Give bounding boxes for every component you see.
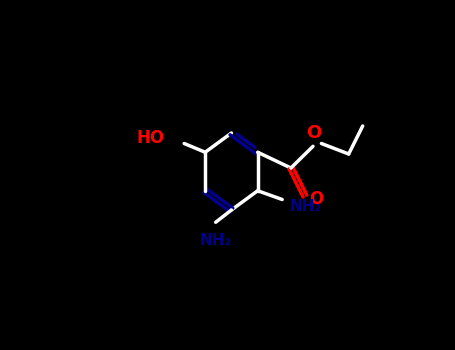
Text: NH₂: NH₂ (289, 199, 321, 214)
Text: O: O (309, 190, 324, 208)
Text: NH₂: NH₂ (200, 233, 232, 248)
Text: O: O (306, 124, 321, 142)
Text: HO: HO (137, 129, 165, 147)
